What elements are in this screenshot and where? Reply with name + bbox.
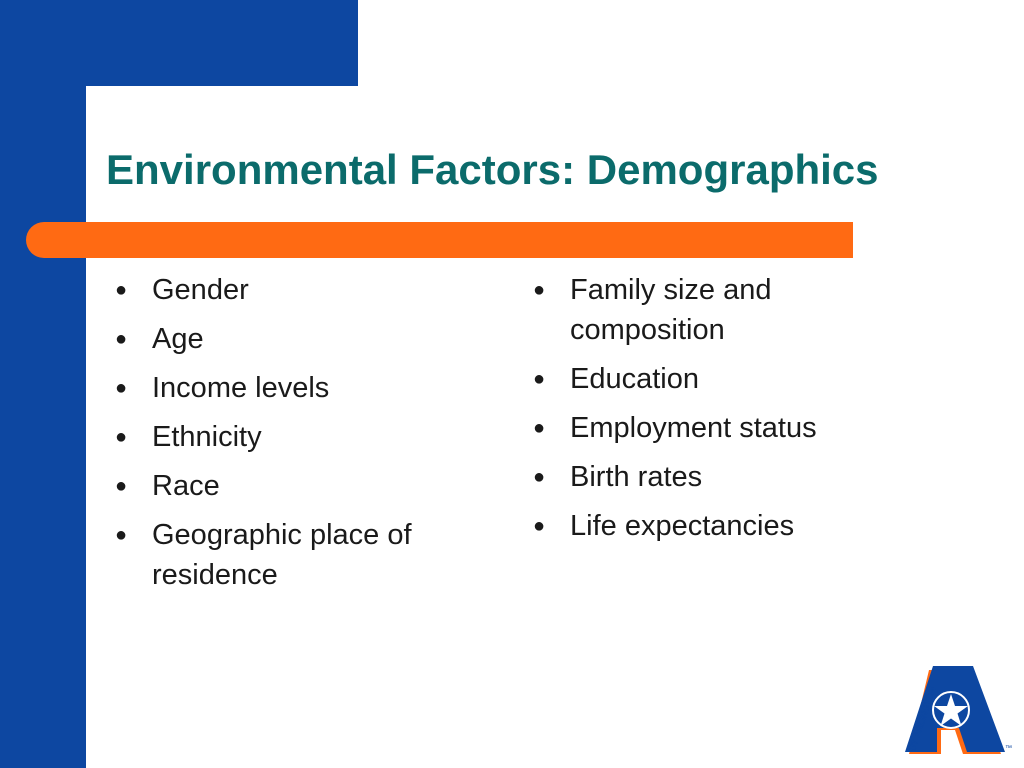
bullet-icon: ●: [115, 426, 128, 448]
side-blue-band: [0, 0, 86, 768]
list-item: ● Employment status: [533, 408, 893, 448]
bullet-icon: ●: [115, 475, 128, 497]
list-item-text: Birth rates: [570, 461, 703, 493]
list-item-text: Race: [152, 470, 220, 502]
list-item: ● Gender: [115, 270, 475, 310]
right-bullet-list: ● Family size and composition ● Education …: [533, 270, 893, 555]
list-item-text: Ethnicity: [152, 421, 262, 453]
list-item-text: Family size and composition: [570, 274, 772, 346]
bullet-icon: ●: [533, 515, 546, 537]
bullet-icon: ●: [115, 279, 128, 301]
list-item-text: Gender: [152, 274, 249, 306]
star-icon: [934, 694, 968, 726]
ut-arlington-logo: UT ARLINGTON ™: [905, 666, 1012, 754]
orange-accent-bar: [26, 222, 853, 258]
list-item: ● Education: [533, 359, 893, 399]
bullet-icon: ●: [115, 377, 128, 399]
list-item: ● Race: [115, 466, 475, 506]
slide-title: Environmental Factors: Demographics: [106, 146, 879, 193]
bullet-icon: ●: [533, 279, 546, 301]
list-item-text: Employment status: [570, 412, 817, 444]
list-item: ● Ethnicity: [115, 417, 475, 457]
top-blue-band: [0, 0, 358, 86]
list-item-text: Income levels: [152, 372, 330, 404]
list-item-text: Geographic place of residence: [152, 519, 412, 591]
list-item: ● Age: [115, 319, 475, 359]
list-item-text: Age: [152, 323, 204, 355]
list-item: ● Geographic place of residence: [115, 515, 475, 595]
left-bullet-list: ● Gender ● Age ● Income levels ● Ethnicity ●…: [115, 270, 475, 604]
bullet-icon: ●: [533, 368, 546, 390]
list-item: ● Life expectancies: [533, 506, 893, 546]
bullet-icon: ●: [115, 524, 128, 546]
list-item: ● Birth rates: [533, 457, 893, 497]
list-item: ● Income levels: [115, 368, 475, 408]
list-item-text: Life expectancies: [570, 510, 795, 542]
bullet-icon: ●: [533, 417, 546, 439]
bullet-icon: ●: [115, 328, 128, 350]
list-item: ● Family size and composition: [533, 270, 893, 350]
corner-curve: [86, 86, 126, 126]
bullet-icon: ●: [533, 466, 546, 488]
list-item-text: Education: [570, 363, 699, 395]
trademark-mark: ™: [1005, 745, 1012, 752]
